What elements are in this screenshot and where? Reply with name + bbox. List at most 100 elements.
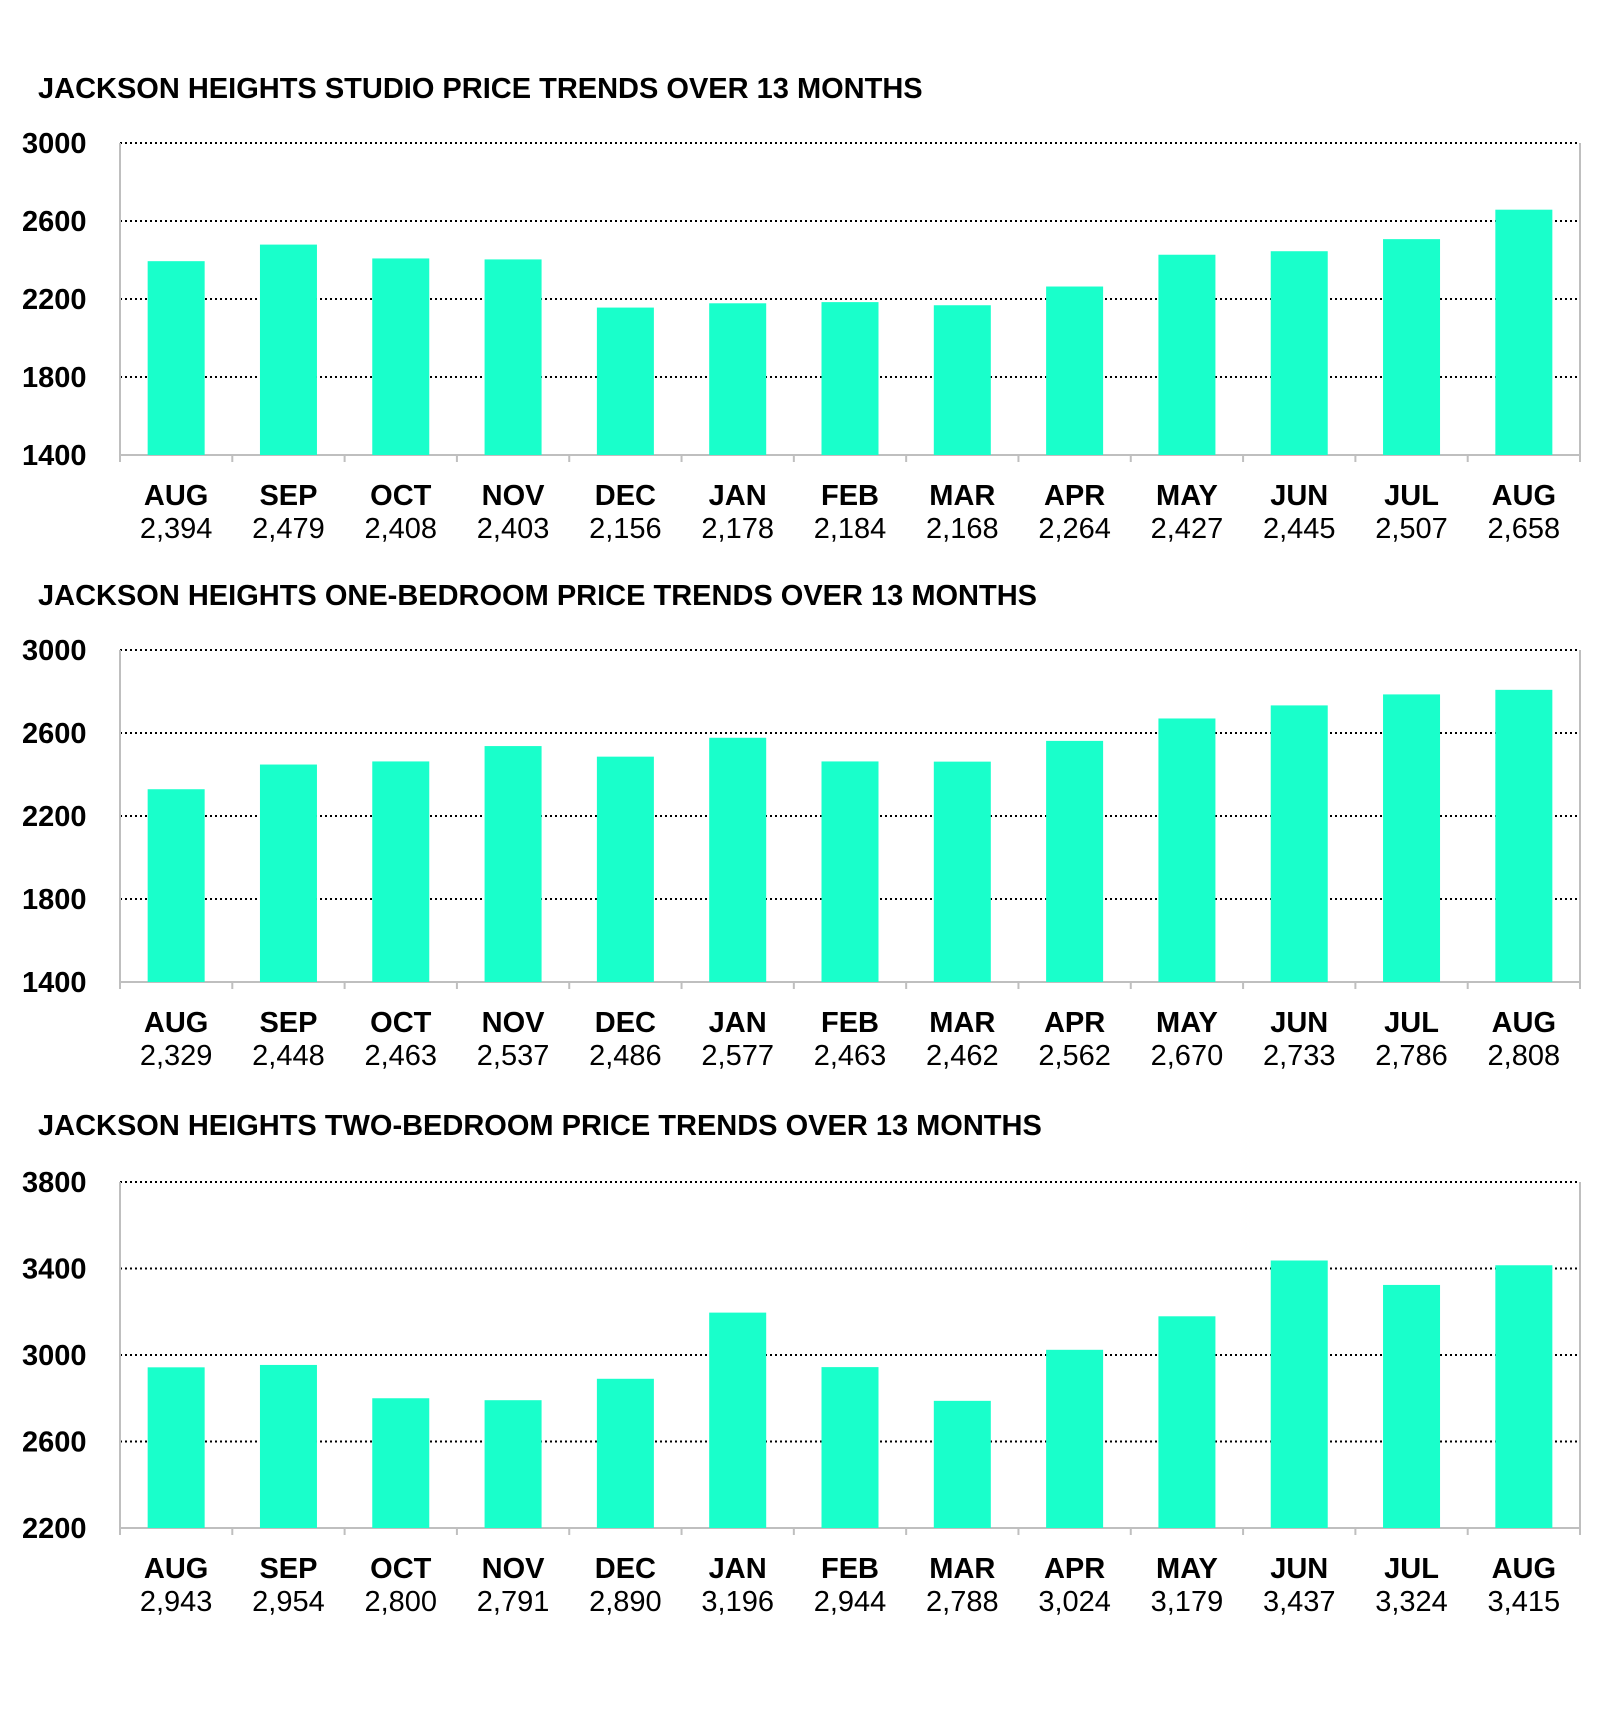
chart-2-category-label: FEB bbox=[821, 1007, 879, 1039]
chart-1-bar bbox=[1495, 209, 1553, 455]
chart-3-ytick-label: 3000 bbox=[22, 1340, 87, 1372]
chart-1-category-label: DEC bbox=[595, 480, 656, 512]
chart-3-bar bbox=[1270, 1260, 1328, 1528]
chart-2-bar bbox=[1495, 689, 1553, 982]
chart-1-category-label: JAN bbox=[709, 480, 767, 512]
chart-2-ytick-label: 2600 bbox=[22, 718, 87, 750]
chart-3-ytick-label: 2600 bbox=[22, 1427, 87, 1459]
chart-1-bar bbox=[259, 244, 317, 455]
chart-1-category-label: OCT bbox=[370, 480, 432, 512]
chart-2-ytick-label: 1400 bbox=[22, 967, 87, 999]
chart-3-category-label: NOV bbox=[482, 1553, 546, 1585]
chart-3-value-label: 3,196 bbox=[701, 1586, 774, 1618]
chart-1-bar bbox=[1158, 254, 1216, 455]
chart-1-ytick-label: 3000 bbox=[22, 128, 87, 160]
chart-3-bar bbox=[259, 1364, 317, 1528]
chart-2-value-label: 2,577 bbox=[701, 1040, 774, 1072]
chart-2-ytick-label: 2200 bbox=[22, 801, 87, 833]
chart-3-category-label: MAY bbox=[1156, 1553, 1218, 1585]
chart-3-category-label: SEP bbox=[259, 1553, 317, 1585]
chart-3-ytick-label: 2200 bbox=[22, 1513, 87, 1545]
chart-1-value-label: 2,394 bbox=[140, 513, 213, 545]
chart-1-bar bbox=[1270, 251, 1328, 455]
chart-3-bar bbox=[1495, 1265, 1553, 1528]
chart-1-category-label: SEP bbox=[259, 480, 317, 512]
chart-1-category-label: JUL bbox=[1384, 480, 1439, 512]
chart-1-value-label: 2,184 bbox=[814, 513, 887, 545]
chart-2-bar bbox=[1383, 694, 1441, 982]
chart-2-bar bbox=[596, 756, 654, 982]
chart-2-bar bbox=[821, 761, 879, 982]
chart-1-bar bbox=[484, 259, 542, 455]
chart-1-bar bbox=[933, 305, 991, 455]
chart-3-bar bbox=[1046, 1349, 1104, 1528]
chart-3-value-label: 2,943 bbox=[140, 1586, 213, 1618]
chart-1-category-label: AUG bbox=[1492, 480, 1556, 512]
chart-2-value-label: 2,562 bbox=[1038, 1040, 1111, 1072]
chart-2-title: JACKSON HEIGHTS ONE-BEDROOM PRICE TRENDS… bbox=[38, 580, 1037, 612]
chart-3-bar bbox=[709, 1312, 767, 1528]
chart-2-bar bbox=[372, 761, 430, 982]
chart-3-category-label: DEC bbox=[595, 1553, 656, 1585]
chart-1-value-label: 2,403 bbox=[477, 513, 550, 545]
chart-3-bar bbox=[372, 1398, 430, 1528]
chart-2-bar bbox=[259, 764, 317, 982]
chart-3-category-label: JAN bbox=[709, 1553, 767, 1585]
chart-1-value-label: 2,427 bbox=[1151, 513, 1224, 545]
chart-1-value-label: 2,156 bbox=[589, 513, 662, 545]
chart-1-bar bbox=[821, 302, 879, 455]
chart-1-category-label: AUG bbox=[144, 480, 208, 512]
chart-1-value-label: 2,507 bbox=[1375, 513, 1448, 545]
chart-3-value-label: 2,800 bbox=[364, 1586, 437, 1618]
chart-3-value-label: 2,954 bbox=[252, 1586, 325, 1618]
chart-3-value-label: 3,324 bbox=[1375, 1586, 1448, 1618]
chart-1-ytick-label: 1800 bbox=[22, 362, 87, 394]
chart-3-value-label: 3,179 bbox=[1151, 1586, 1224, 1618]
chart-1-value-label: 2,408 bbox=[364, 513, 437, 545]
chart-2-category-label: JUL bbox=[1384, 1007, 1439, 1039]
chart-3-bar bbox=[1383, 1284, 1441, 1528]
chart-3-bar bbox=[596, 1378, 654, 1528]
chart-2-category-label: SEP bbox=[259, 1007, 317, 1039]
chart-3-category-label: JUL bbox=[1384, 1553, 1439, 1585]
chart-2-category-label: AUG bbox=[1492, 1007, 1556, 1039]
chart-1-value-label: 2,178 bbox=[701, 513, 774, 545]
chart-3-value-label: 3,024 bbox=[1038, 1586, 1111, 1618]
chart-2-value-label: 2,486 bbox=[589, 1040, 662, 1072]
chart-2-value-label: 2,670 bbox=[1151, 1040, 1224, 1072]
chart-3-value-label: 2,944 bbox=[814, 1586, 887, 1618]
chart-3-bar bbox=[933, 1400, 991, 1528]
chart-2-category-label: NOV bbox=[482, 1007, 546, 1039]
chart-2-bar bbox=[1046, 740, 1104, 982]
chart-2-bar bbox=[1158, 718, 1216, 982]
chart-1-bar bbox=[709, 303, 767, 455]
chart-1-category-label: NOV bbox=[482, 480, 546, 512]
chart-3-bar bbox=[821, 1367, 879, 1528]
chart-2-category-label: MAR bbox=[929, 1007, 995, 1039]
chart-2-bar bbox=[709, 737, 767, 982]
chart-2-value-label: 2,448 bbox=[252, 1040, 325, 1072]
chart-2-value-label: 2,537 bbox=[477, 1040, 550, 1072]
chart-1-category-label: MAY bbox=[1156, 480, 1218, 512]
chart-3-ytick-label: 3800 bbox=[22, 1167, 87, 1199]
chart-3-value-label: 2,890 bbox=[589, 1586, 662, 1618]
chart-1-category-label: FEB bbox=[821, 480, 879, 512]
chart-3-category-label: OCT bbox=[370, 1553, 432, 1585]
chart-3-title: JACKSON HEIGHTS TWO-BEDROOM PRICE TRENDS… bbox=[38, 1110, 1042, 1142]
chart-3-bar bbox=[484, 1400, 542, 1528]
chart-1-value-label: 2,658 bbox=[1488, 513, 1561, 545]
chart-3-value-label: 3,437 bbox=[1263, 1586, 1336, 1618]
chart-2-value-label: 2,329 bbox=[140, 1040, 213, 1072]
chart-1-value-label: 2,479 bbox=[252, 513, 325, 545]
chart-1-value-label: 2,445 bbox=[1263, 513, 1336, 545]
chart-2-value-label: 2,463 bbox=[814, 1040, 887, 1072]
chart-3-value-label: 3,415 bbox=[1488, 1586, 1561, 1618]
chart-1-value-label: 2,168 bbox=[926, 513, 999, 545]
chart-1-category-label: JUN bbox=[1270, 480, 1328, 512]
chart-2-category-label: APR bbox=[1044, 1007, 1105, 1039]
chart-1-ytick-label: 2600 bbox=[22, 206, 87, 238]
chart-3-category-label: MAR bbox=[929, 1553, 995, 1585]
chart-1-category-label: MAR bbox=[929, 480, 995, 512]
chart-2-value-label: 2,786 bbox=[1375, 1040, 1448, 1072]
